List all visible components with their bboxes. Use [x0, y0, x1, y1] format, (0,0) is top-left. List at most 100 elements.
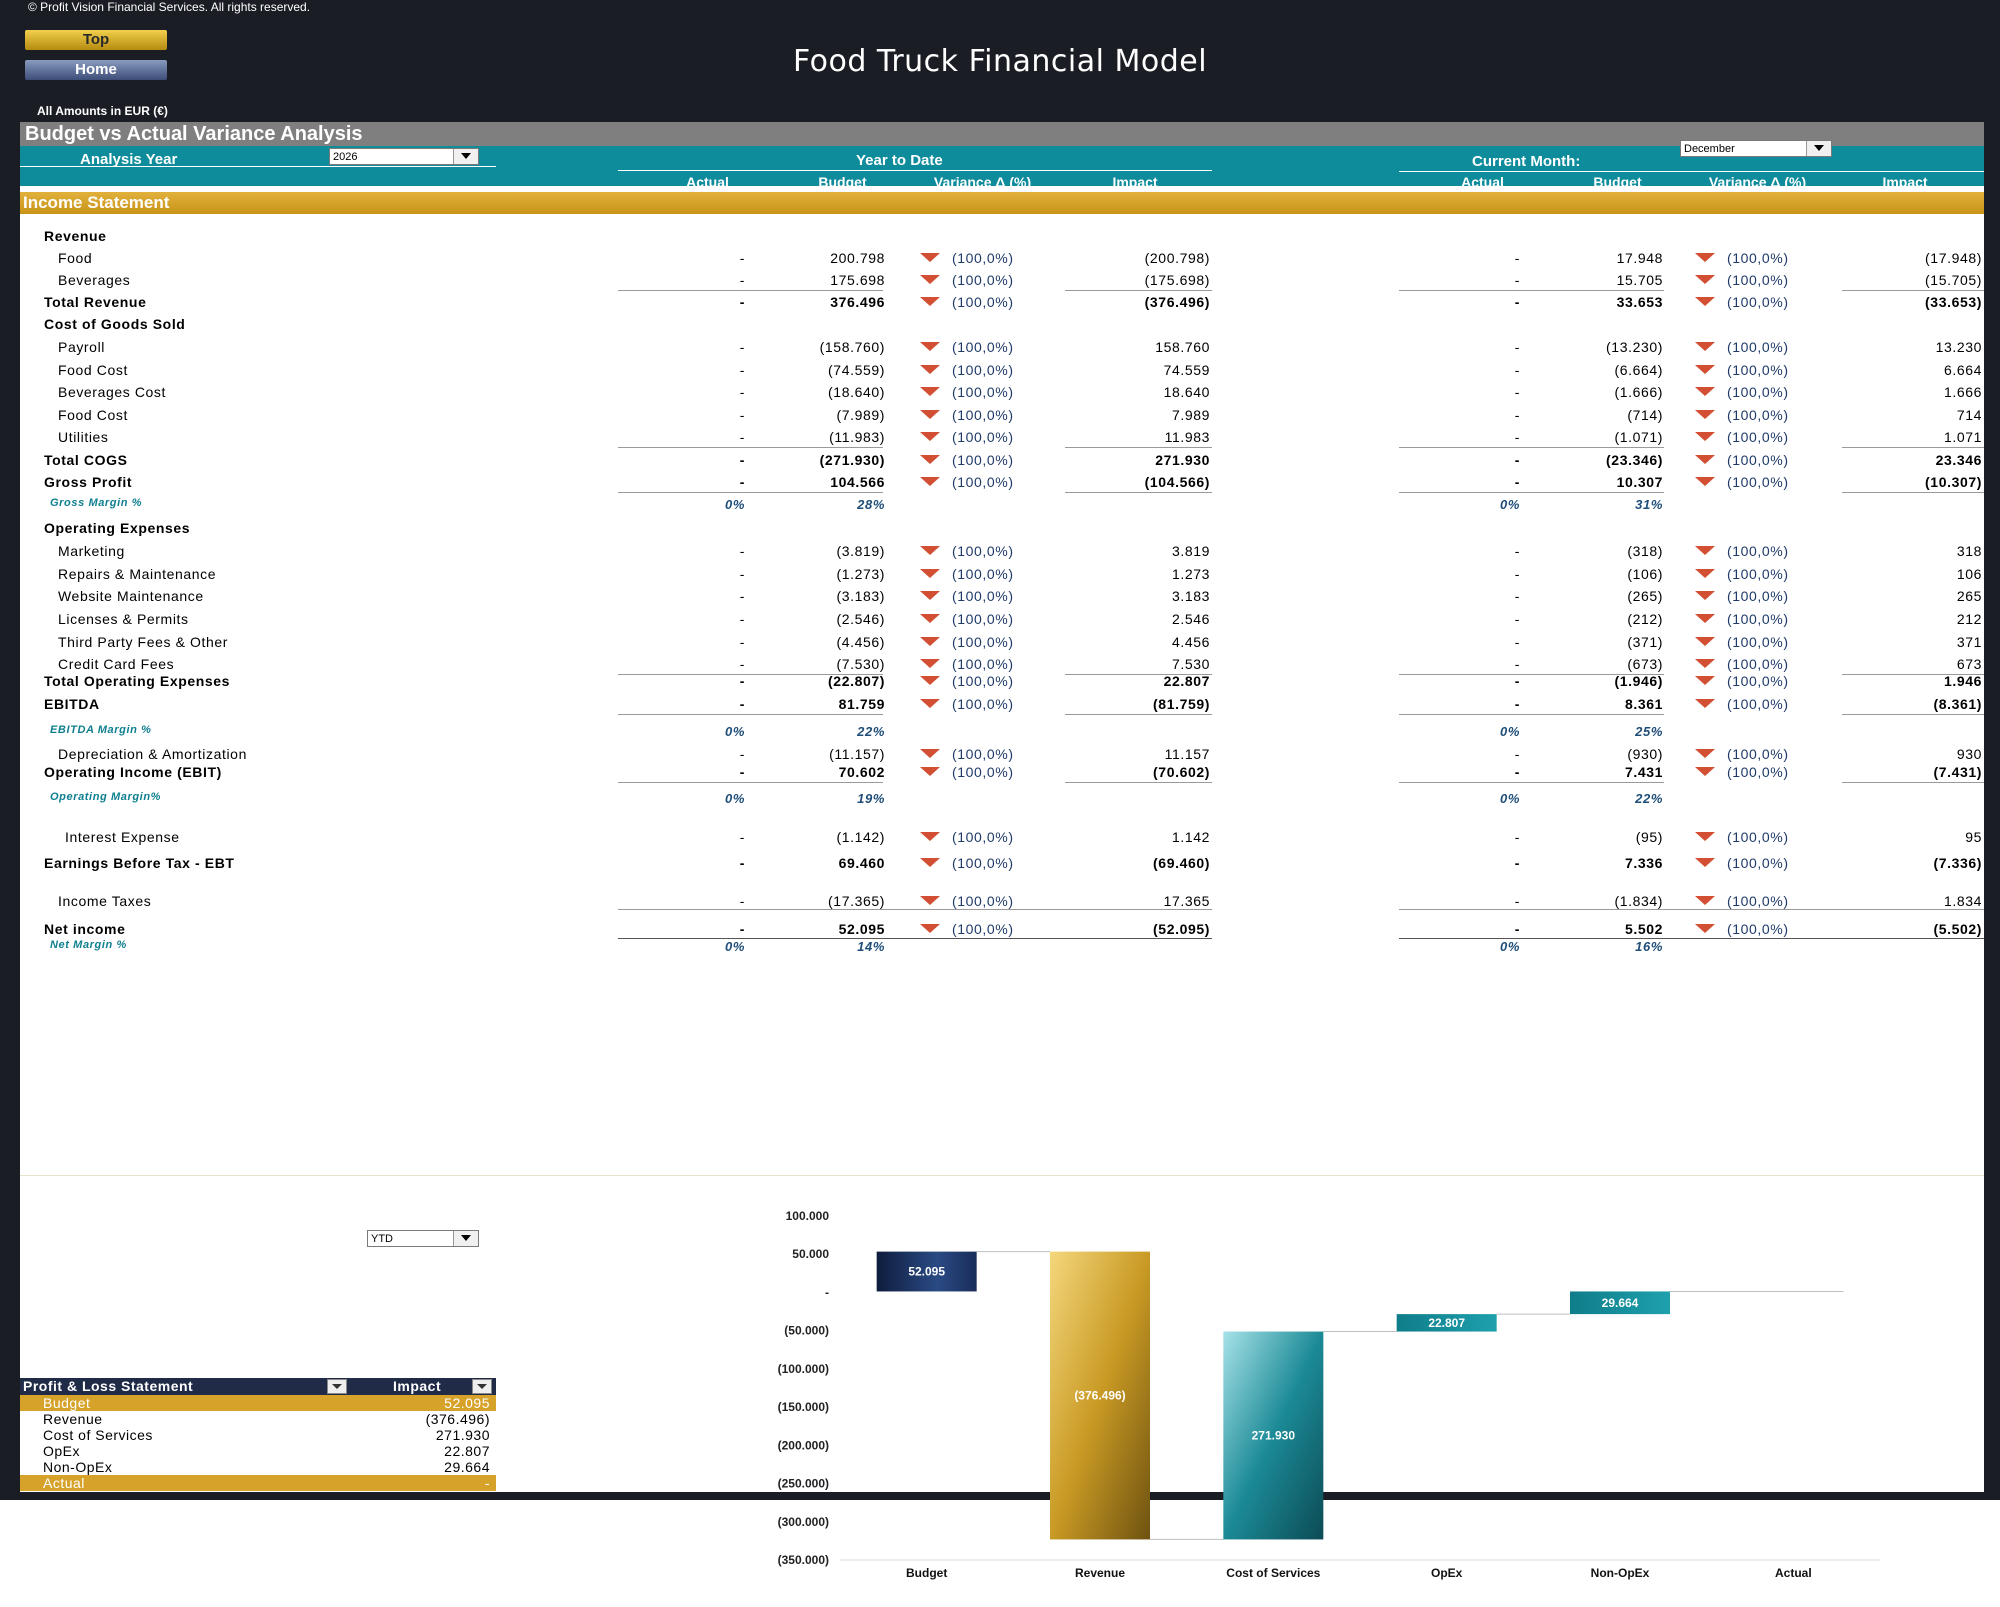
ytd-variance-cell: (100,0%)	[952, 829, 1014, 845]
ytd-budget-cell: (271.930)	[819, 452, 885, 468]
app-title: Food Truck Financial Model	[792, 44, 1208, 79]
down-arrow-icon	[920, 832, 940, 841]
cm-variance-cell: (100,0%)	[1727, 452, 1789, 468]
currency-note: All Amounts in EUR (€)	[37, 104, 168, 118]
cm-variance-cell: (100,0%)	[1727, 339, 1789, 355]
ytd-impact-cell: 7.530	[1171, 656, 1210, 672]
ytd-impact-cell: (70.602)	[1153, 764, 1210, 780]
data-label: 52.095	[908, 1265, 945, 1279]
bar-non-opex	[1570, 1291, 1670, 1315]
ytd-budget-cell: 104.566	[830, 474, 885, 490]
ytd-budget-cell: (22.807)	[828, 673, 885, 689]
down-arrow-icon	[1695, 432, 1715, 441]
cm-budget-cell: 33.653	[1616, 294, 1663, 310]
row-underline	[1399, 290, 1664, 291]
cm-impact-cell: (5.502)	[1933, 921, 1982, 937]
row-label: Total Revenue	[44, 294, 147, 310]
ytd-impact-cell: (200.798)	[1144, 250, 1210, 266]
cm-budget-header: Budget	[1593, 174, 1642, 190]
chevron-down-icon[interactable]	[453, 1231, 478, 1246]
chevron-down-icon[interactable]	[453, 149, 478, 164]
ytd-actual-cell: -	[739, 893, 745, 909]
down-arrow-icon	[1695, 477, 1715, 486]
ytd-impact-cell: 7.989	[1171, 407, 1210, 423]
pnl-header-label: Profit & Loss Statement	[23, 1378, 194, 1394]
ytd-impact-cell: (104.566)	[1144, 474, 1210, 490]
ytd-actual-cell: -	[739, 673, 745, 689]
chevron-down-icon[interactable]	[1806, 141, 1831, 156]
cm-variance-cell: (100,0%)	[1727, 673, 1789, 689]
down-arrow-icon	[920, 342, 940, 351]
ytd-impact-cell: 3.183	[1171, 588, 1210, 604]
ytd-variance-cell: (100,0%)	[952, 566, 1014, 582]
cm-budget-cell: (371)	[1627, 634, 1663, 650]
cm-budget-cell: (106)	[1627, 566, 1663, 582]
pnl-row-label: OpEx	[43, 1443, 81, 1459]
row-label: EBITDA Margin %	[50, 724, 152, 736]
cm-budget-cell: (930)	[1627, 746, 1663, 762]
row-underline	[1842, 447, 1984, 448]
ytd-impact-cell: 11.983	[1164, 429, 1210, 445]
top-button[interactable]: Top	[25, 30, 167, 50]
row-label: Food Cost	[58, 407, 128, 423]
x-tick-label: Revenue	[1075, 1566, 1125, 1580]
row-label: EBITDA	[44, 696, 100, 712]
cm-actual-cell: -	[1514, 294, 1520, 310]
down-arrow-icon	[920, 477, 940, 486]
y-tick-label: (200.000)	[778, 1438, 829, 1452]
cm-actual-header: Actual	[1461, 174, 1504, 190]
cm-impact-cell: 265	[1956, 588, 1982, 604]
cm-variance-cell: (100,0%)	[1727, 588, 1789, 604]
cm-actual-cell: -	[1514, 250, 1520, 266]
ytd-budget-cell: (1.273)	[836, 566, 885, 582]
ytd-budget-header: Budget	[818, 174, 867, 190]
y-tick-label: (150.000)	[778, 1400, 829, 1414]
cm-variance-cell: (100,0%)	[1727, 855, 1789, 871]
down-arrow-icon	[1695, 767, 1715, 776]
down-arrow-icon	[920, 275, 940, 284]
ytd-variance-cell: (100,0%)	[952, 611, 1014, 627]
cm-impact-cell: 23.346	[1935, 452, 1982, 468]
pnl-row-value: (376.496)	[425, 1411, 490, 1427]
cm-variance-cell: (100,0%)	[1727, 362, 1789, 378]
pnl-row-value: 22.807	[444, 1443, 490, 1459]
ytd-actual-cell: -	[739, 855, 745, 871]
cm-budget-cell: 8.361	[1624, 696, 1663, 712]
cm-budget-pct: 31%	[1635, 497, 1663, 512]
row-underline	[1065, 782, 1212, 783]
cm-actual-cell: -	[1514, 407, 1520, 423]
bar-budget	[876, 1251, 977, 1292]
period-select[interactable]: YTD	[367, 1230, 479, 1247]
divider	[618, 170, 1212, 171]
cm-actual-cell: -	[1514, 764, 1520, 780]
row-overline	[618, 909, 1212, 910]
bar-opex	[1396, 1314, 1497, 1332]
pnl-impact-table: Profit & Loss Statement Impact Budget 52.09…	[20, 1378, 496, 1491]
ytd-impact-cell: (175.698)	[1144, 272, 1210, 288]
ytd-variance-cell: (100,0%)	[952, 673, 1014, 689]
ytd-actual-pct: 0%	[725, 497, 745, 512]
filter-icon[interactable]	[327, 1379, 347, 1394]
cm-variance-cell: (100,0%)	[1727, 429, 1789, 445]
down-arrow-icon	[920, 676, 940, 685]
cm-variance-cell: (100,0%)	[1727, 611, 1789, 627]
row-label: Net income	[44, 921, 126, 937]
row-label: Third Party Fees & Other	[58, 634, 229, 650]
filter-icon[interactable]	[472, 1379, 492, 1394]
x-tick-label: OpEx	[1431, 1566, 1463, 1580]
down-arrow-icon	[1695, 455, 1715, 464]
pnl-row-value: -	[484, 1475, 490, 1491]
row-label: Net Margin %	[50, 939, 127, 951]
ytd-actual-cell: -	[739, 250, 745, 266]
cm-actual-cell: -	[1514, 272, 1520, 288]
cm-budget-cell: (95)	[1635, 829, 1663, 845]
cm-budget-cell: 7.336	[1624, 855, 1663, 871]
down-arrow-icon	[920, 253, 940, 262]
analysis-year-select[interactable]: 2026	[329, 148, 479, 165]
current-month-select[interactable]: December	[1680, 140, 1832, 157]
cm-actual-cell: -	[1514, 656, 1520, 672]
cm-actual-cell: -	[1514, 566, 1520, 582]
cm-actual-pct: 0%	[1500, 791, 1520, 806]
home-button[interactable]: Home	[25, 60, 167, 80]
